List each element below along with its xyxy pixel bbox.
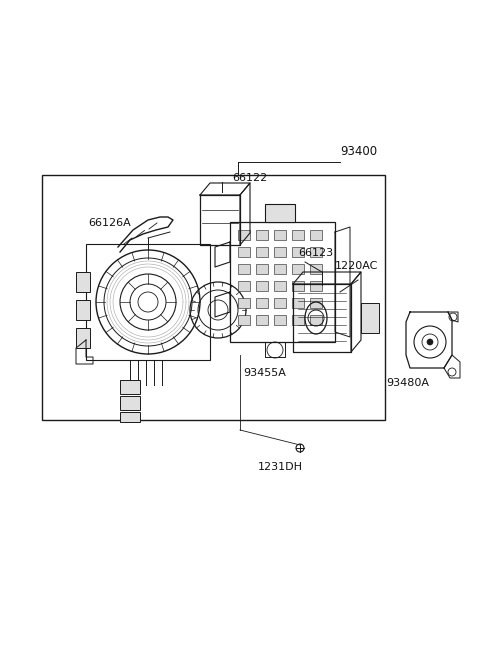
Bar bbox=[292, 315, 304, 325]
Text: 66123: 66123 bbox=[298, 248, 333, 258]
Bar bbox=[256, 264, 268, 274]
Bar bbox=[76, 328, 90, 348]
Bar bbox=[310, 315, 322, 325]
Text: 93455A: 93455A bbox=[243, 368, 286, 378]
Bar bbox=[238, 315, 250, 325]
Bar bbox=[120, 412, 140, 422]
Text: 93400: 93400 bbox=[340, 145, 377, 158]
Text: 93480A: 93480A bbox=[386, 378, 430, 388]
Bar bbox=[310, 281, 322, 291]
Circle shape bbox=[427, 339, 433, 345]
Bar bbox=[256, 315, 268, 325]
Bar bbox=[292, 247, 304, 257]
Bar bbox=[120, 380, 140, 394]
Bar bbox=[256, 298, 268, 308]
Bar bbox=[120, 396, 140, 410]
Bar bbox=[238, 264, 250, 274]
Text: 1231DH: 1231DH bbox=[257, 462, 302, 472]
Bar bbox=[274, 247, 286, 257]
Bar bbox=[274, 298, 286, 308]
Bar bbox=[238, 230, 250, 240]
Bar bbox=[292, 298, 304, 308]
Bar bbox=[274, 264, 286, 274]
Bar bbox=[310, 247, 322, 257]
Bar bbox=[274, 230, 286, 240]
Bar bbox=[265, 204, 295, 222]
Bar bbox=[274, 281, 286, 291]
Bar bbox=[238, 281, 250, 291]
Text: 66122: 66122 bbox=[232, 173, 267, 183]
Bar bbox=[310, 230, 322, 240]
Bar bbox=[256, 247, 268, 257]
Bar bbox=[310, 264, 322, 274]
Bar bbox=[230, 222, 335, 342]
Bar bbox=[292, 230, 304, 240]
Text: 1220AC: 1220AC bbox=[335, 261, 378, 271]
Bar bbox=[86, 244, 210, 360]
Bar bbox=[292, 264, 304, 274]
Bar bbox=[292, 281, 304, 291]
Bar bbox=[76, 272, 90, 292]
Bar bbox=[256, 281, 268, 291]
Bar bbox=[42, 175, 385, 420]
Bar bbox=[238, 298, 250, 308]
Bar bbox=[310, 298, 322, 308]
Bar bbox=[274, 315, 286, 325]
Bar bbox=[361, 303, 379, 333]
Bar bbox=[256, 230, 268, 240]
Bar bbox=[76, 300, 90, 320]
Text: 66126A: 66126A bbox=[88, 218, 131, 228]
Bar bbox=[238, 247, 250, 257]
